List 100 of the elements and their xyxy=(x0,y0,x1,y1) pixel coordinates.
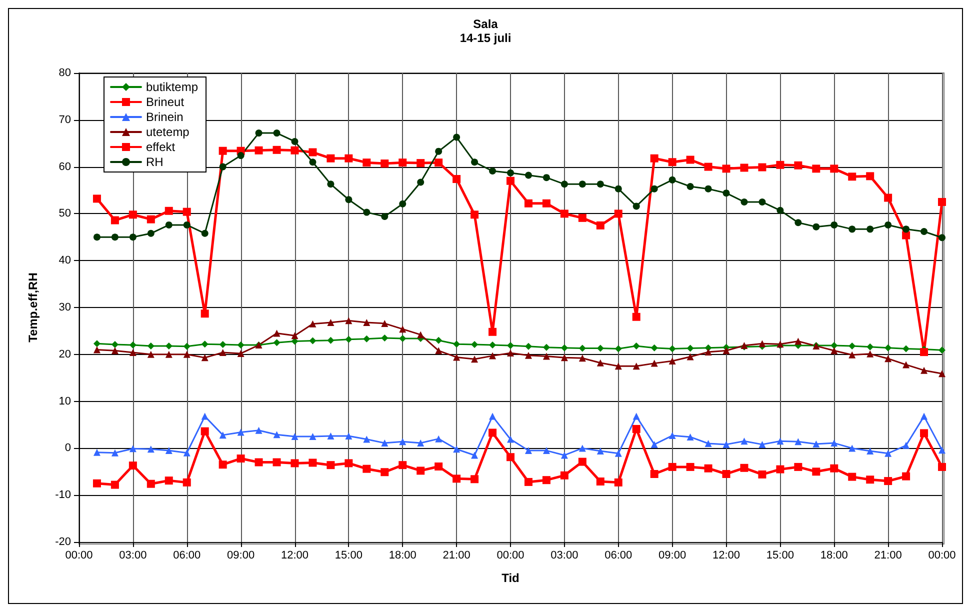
point xyxy=(435,347,442,354)
point xyxy=(345,196,352,204)
point xyxy=(398,461,407,470)
point xyxy=(524,447,532,454)
point xyxy=(902,361,910,368)
point xyxy=(326,461,335,470)
point xyxy=(344,154,353,162)
point xyxy=(596,448,604,455)
point xyxy=(489,352,496,360)
point xyxy=(165,350,172,358)
x-tick-label: 12:00 xyxy=(712,550,740,562)
point xyxy=(200,427,209,436)
point xyxy=(596,344,604,352)
point xyxy=(273,339,280,346)
point xyxy=(920,412,928,420)
point xyxy=(237,350,244,357)
point xyxy=(92,194,101,203)
x-tick-label: 21:00 xyxy=(442,550,470,562)
point xyxy=(147,446,154,453)
chart-subtitle: 14-15 juli xyxy=(460,31,512,45)
point xyxy=(722,164,730,173)
point xyxy=(758,163,766,172)
point xyxy=(273,130,280,137)
y-tick-label: 70 xyxy=(58,114,71,126)
point xyxy=(812,468,820,476)
point xyxy=(435,336,442,344)
point xyxy=(399,326,406,333)
point xyxy=(417,331,424,338)
point xyxy=(884,221,892,228)
y-tick-label: 40 xyxy=(58,254,71,267)
point xyxy=(938,462,946,471)
point xyxy=(848,226,856,233)
point xyxy=(650,344,658,352)
point xyxy=(489,342,496,349)
point xyxy=(398,158,407,167)
point xyxy=(614,450,622,457)
point xyxy=(524,199,532,208)
point xyxy=(938,234,946,242)
point xyxy=(596,180,604,188)
point xyxy=(596,221,604,230)
point xyxy=(327,319,334,326)
point xyxy=(866,476,874,484)
point xyxy=(578,344,586,352)
point xyxy=(452,174,461,183)
point xyxy=(345,432,352,440)
point xyxy=(650,185,658,192)
point xyxy=(686,183,694,190)
point xyxy=(165,221,172,228)
point xyxy=(381,320,388,327)
point xyxy=(146,480,155,488)
point xyxy=(866,343,874,350)
point xyxy=(758,470,766,478)
point xyxy=(560,354,568,362)
point xyxy=(183,350,190,358)
point xyxy=(363,436,370,443)
point xyxy=(614,210,622,218)
x-tick-label: 03:00 xyxy=(119,550,147,562)
point xyxy=(884,450,892,457)
point xyxy=(776,160,784,169)
point xyxy=(740,438,748,445)
point xyxy=(704,348,712,356)
point xyxy=(668,345,676,352)
point xyxy=(614,478,622,486)
point xyxy=(183,342,190,350)
point xyxy=(650,470,658,478)
point xyxy=(453,340,460,348)
point xyxy=(471,341,478,348)
point xyxy=(507,342,514,349)
point xyxy=(938,370,946,378)
point xyxy=(524,478,532,486)
y-tick-label: 0 xyxy=(64,442,71,454)
point xyxy=(309,320,316,328)
point xyxy=(776,438,784,445)
point xyxy=(164,476,173,485)
point xyxy=(399,200,406,208)
point xyxy=(938,198,946,206)
point xyxy=(219,341,226,348)
point xyxy=(165,342,172,350)
point xyxy=(794,462,802,471)
point xyxy=(237,342,244,349)
point xyxy=(111,341,118,348)
point xyxy=(776,206,784,214)
point xyxy=(722,347,730,354)
point xyxy=(830,221,838,228)
point xyxy=(128,462,137,470)
point xyxy=(201,354,208,362)
legend-label: effekt xyxy=(146,140,176,154)
x-tick-label: 15:00 xyxy=(766,550,794,562)
point xyxy=(381,440,388,447)
point xyxy=(93,346,100,354)
point xyxy=(614,345,622,352)
point xyxy=(938,346,946,354)
point xyxy=(884,194,892,202)
point xyxy=(416,466,425,475)
point xyxy=(848,472,856,481)
point xyxy=(938,446,946,454)
point xyxy=(632,202,640,210)
point xyxy=(290,459,299,468)
point xyxy=(309,158,316,166)
point xyxy=(291,138,298,145)
